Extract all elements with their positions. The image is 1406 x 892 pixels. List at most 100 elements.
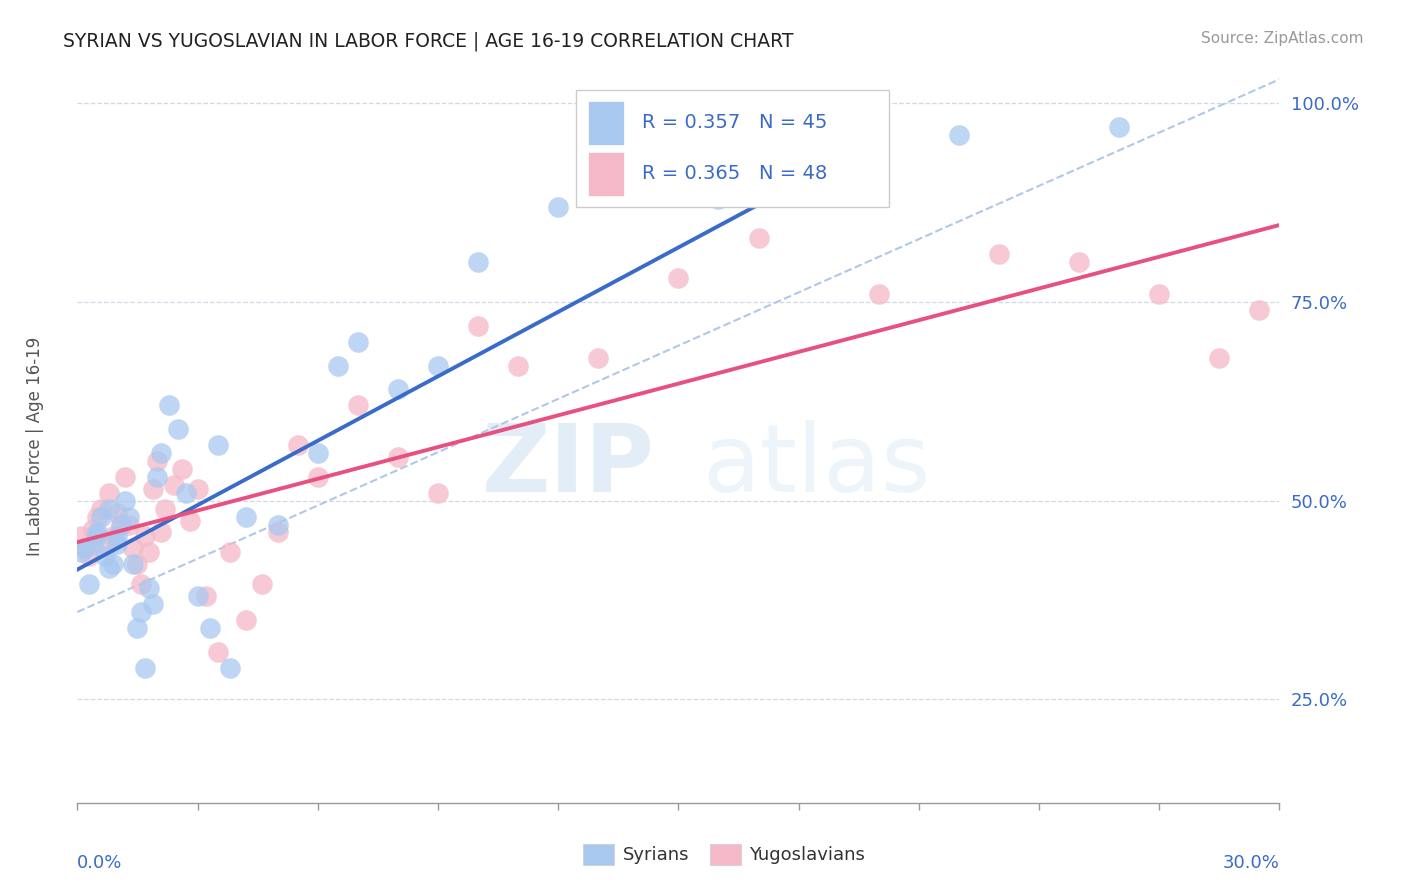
Text: In Labor Force | Age 16-19: In Labor Force | Age 16-19: [27, 336, 44, 556]
Point: [118, 517, 141, 532]
Point: [110, 517, 132, 532]
Point: [114, 470, 136, 484]
Point: [86, 525, 108, 540]
Point: [1149, 287, 1171, 301]
Point: [131, 577, 153, 591]
Point: [668, 271, 690, 285]
Point: [107, 537, 129, 551]
Point: [267, 525, 290, 540]
Point: [107, 529, 129, 543]
Point: [122, 558, 145, 572]
Point: [347, 398, 370, 412]
Point: [868, 287, 890, 301]
Point: [98, 501, 121, 516]
Point: [326, 359, 349, 373]
Point: [75, 541, 97, 556]
Point: [307, 446, 329, 460]
Text: atlas: atlas: [703, 420, 931, 512]
Point: [155, 501, 177, 516]
Point: [547, 200, 569, 214]
Point: [82, 537, 104, 551]
Point: [267, 517, 290, 532]
Point: [387, 383, 409, 397]
Point: [287, 438, 309, 452]
Text: 0.0%: 0.0%: [77, 854, 122, 872]
Text: R = 0.357   N = 45: R = 0.357 N = 45: [643, 113, 828, 132]
FancyBboxPatch shape: [588, 101, 624, 145]
Point: [159, 398, 181, 412]
FancyBboxPatch shape: [576, 90, 889, 207]
Point: [134, 660, 156, 674]
FancyBboxPatch shape: [588, 152, 624, 195]
Text: Syrians: Syrians: [623, 846, 689, 863]
Point: [103, 529, 125, 543]
Point: [194, 589, 217, 603]
Point: [134, 529, 156, 543]
Point: [146, 470, 169, 484]
Point: [146, 454, 169, 468]
Text: R = 0.365   N = 48: R = 0.365 N = 48: [643, 164, 828, 183]
Point: [347, 334, 370, 349]
Point: [948, 128, 970, 142]
Point: [114, 493, 136, 508]
Point: [186, 482, 209, 496]
Text: Source: ZipAtlas.com: Source: ZipAtlas.com: [1201, 31, 1364, 46]
Point: [387, 450, 409, 464]
Point: [174, 485, 197, 500]
Point: [150, 446, 173, 460]
Point: [70, 529, 93, 543]
Point: [988, 247, 1011, 261]
Point: [307, 470, 329, 484]
Point: [110, 517, 132, 532]
Point: [79, 549, 101, 564]
Text: ZIP: ZIP: [481, 420, 654, 512]
Point: [90, 509, 112, 524]
Point: [207, 438, 229, 452]
Point: [207, 645, 229, 659]
Point: [138, 545, 160, 559]
Point: [198, 621, 221, 635]
Point: [131, 605, 153, 619]
Text: 30.0%: 30.0%: [1223, 854, 1279, 872]
Point: [142, 597, 165, 611]
Point: [70, 545, 93, 559]
Point: [82, 521, 104, 535]
Point: [142, 482, 165, 496]
Point: [1069, 255, 1091, 269]
Point: [75, 541, 97, 556]
Point: [427, 485, 450, 500]
Point: [707, 192, 730, 206]
Point: [150, 525, 173, 540]
Point: [186, 589, 209, 603]
Point: [235, 613, 257, 627]
Point: [94, 537, 117, 551]
Point: [98, 561, 121, 575]
Point: [122, 541, 145, 556]
Point: [627, 160, 650, 174]
Point: [467, 318, 489, 333]
Point: [86, 529, 108, 543]
Point: [179, 514, 201, 528]
Point: [235, 509, 257, 524]
Point: [218, 660, 240, 674]
Point: [508, 359, 530, 373]
Point: [127, 621, 149, 635]
Point: [103, 558, 125, 572]
Point: [1108, 120, 1130, 134]
Point: [90, 501, 112, 516]
Point: [250, 577, 273, 591]
Point: [218, 545, 240, 559]
Point: [127, 558, 149, 572]
Point: [98, 485, 121, 500]
Text: SYRIAN VS YUGOSLAVIAN IN LABOR FORCE | AGE 16-19 CORRELATION CHART: SYRIAN VS YUGOSLAVIAN IN LABOR FORCE | A…: [63, 31, 794, 51]
Point: [86, 509, 108, 524]
Point: [748, 231, 770, 245]
Point: [427, 359, 450, 373]
Point: [118, 509, 141, 524]
Point: [1249, 302, 1271, 317]
Point: [1208, 351, 1230, 365]
Point: [107, 506, 129, 520]
Point: [79, 577, 101, 591]
Point: [467, 255, 489, 269]
Point: [170, 462, 193, 476]
